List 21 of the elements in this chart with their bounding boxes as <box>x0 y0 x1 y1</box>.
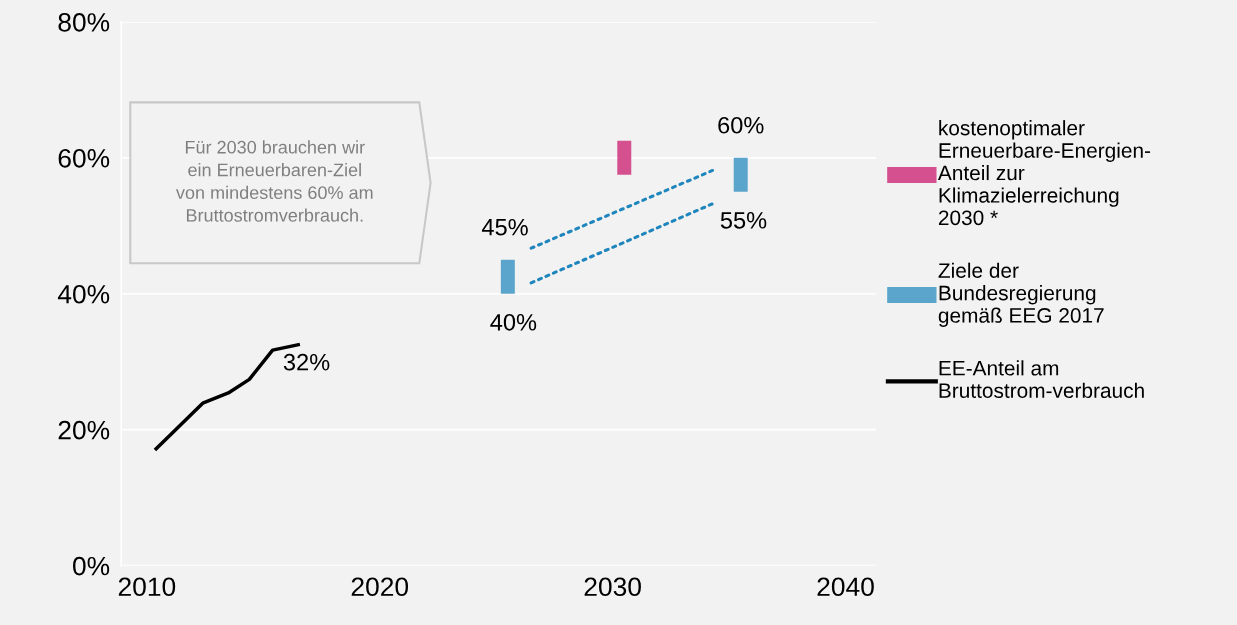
legend-label: kostenoptimaler Erneuerbare-Energien- Anteil zur Klimazielerreichung 2030 * <box>937 120 1151 226</box>
x-tick-label: 2010 <box>118 577 176 597</box>
annotation: 32% <box>283 353 330 371</box>
x-tick-label: 2020 <box>351 577 409 597</box>
annotation: 55% <box>720 212 767 229</box>
annotation: 60% <box>718 116 764 134</box>
x-tick-label: 2030 <box>584 577 641 597</box>
annotation: Für 2030 brauchen wir ein Erneuerbaren-Ziel von mindestens 60% am Bruttostromverbrauch. <box>175 140 373 222</box>
legend-label: Ziele der Bundesregierung gemäß EEG 2017 <box>938 262 1104 327</box>
y-tick-label: 0% <box>73 556 110 576</box>
y-tick-label: 40% <box>57 284 110 304</box>
y-tick-label: 20% <box>58 420 110 440</box>
legend-label: EE-Anteil am Bruttostrom-verbrauch <box>939 360 1144 399</box>
x-tick-label: 2040 <box>817 577 874 597</box>
bar <box>733 157 748 192</box>
annotation: 45% <box>481 218 528 236</box>
bar <box>500 259 515 294</box>
annotation: 40% <box>490 313 537 331</box>
y-tick-label: 60% <box>58 148 110 168</box>
y-tick-label: 80% <box>58 13 110 32</box>
bar <box>617 140 632 175</box>
